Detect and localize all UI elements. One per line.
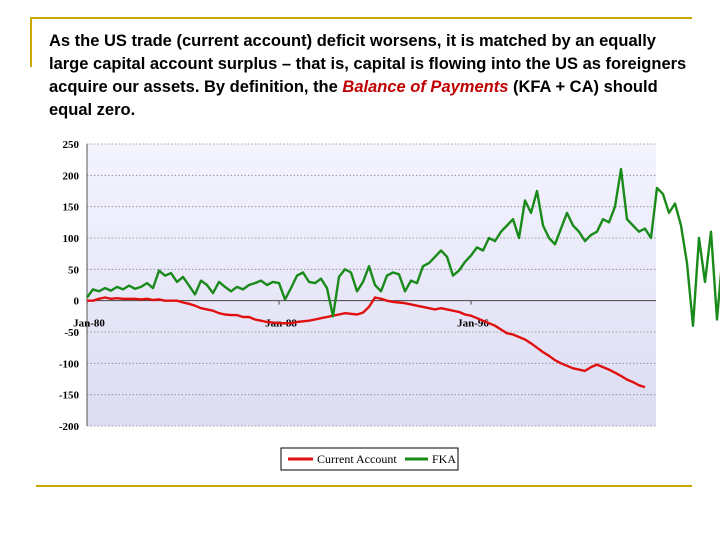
legend-label-fka: FKA xyxy=(432,452,456,466)
x-tick-label: Jan-80 xyxy=(73,318,105,330)
series-line-fka xyxy=(86,167,720,327)
heading-highlight: Balance of Payments xyxy=(342,78,509,96)
legend: Current Account FKA xyxy=(280,447,459,471)
x-tick-label: Jan-96 xyxy=(457,318,489,330)
y-tick-label: -200 xyxy=(59,421,80,433)
y-tick-label: 100 xyxy=(63,233,80,245)
chart-plot-area xyxy=(87,144,656,426)
y-tick-label: 50 xyxy=(68,264,80,276)
slide-heading: As the US trade (current account) defici… xyxy=(49,30,689,122)
series-line-current-account xyxy=(87,296,646,389)
frame-top-rule xyxy=(30,17,692,19)
y-tick-label: 200 xyxy=(63,170,80,182)
legend-label-current-account: Current Account xyxy=(317,452,397,466)
heading-part1: As the US trade (current account) defici… xyxy=(49,32,687,96)
heading-part2: (KFA + CA) should equal zero. xyxy=(49,78,658,119)
y-tick-label: -150 xyxy=(59,390,80,402)
y-tick-label: -50 xyxy=(64,327,79,339)
y-tick-label: 0 xyxy=(74,296,80,308)
frame-left-rule xyxy=(30,17,32,67)
frame-bottom-rule xyxy=(36,485,692,487)
legend-box xyxy=(280,447,459,471)
y-tick-label: -100 xyxy=(59,358,80,370)
y-tick-label: 250 xyxy=(63,139,80,151)
y-tick-label: 150 xyxy=(63,202,80,214)
